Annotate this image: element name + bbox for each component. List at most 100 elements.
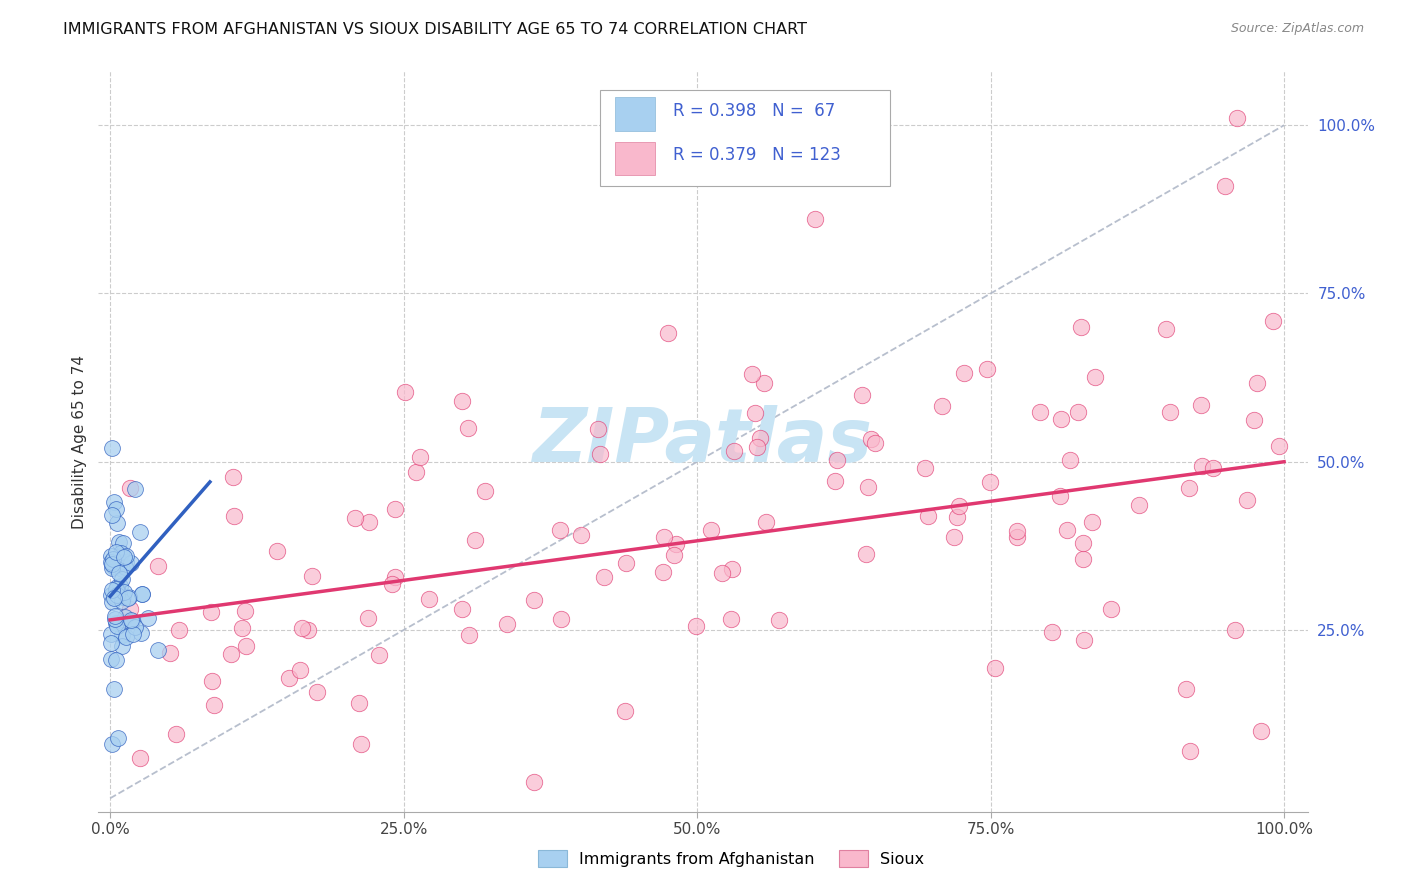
Point [685,619,707,633]
Point [201,673,224,688]
Legend: Immigrants from Afghanistan, Sioux: Immigrants from Afghanistan, Sioux [531,844,931,873]
Point [101,442,124,456]
Y-axis label: Disability Age 65 to 74: Disability Age 65 to 74 [72,354,87,529]
Point [291,621,314,635]
Point [418,591,440,606]
Point [1005,524,1028,538]
Point [167,624,190,638]
Point [235,639,257,653]
Point [108,579,131,593]
Point [111,639,134,653]
Point [100,626,122,640]
Point [741,367,763,381]
Point [200,605,222,619]
Point [115,549,138,563]
Point [589,447,612,461]
Point [288,663,311,677]
Point [1128,499,1150,513]
Point [1180,744,1202,758]
Point [952,366,974,380]
Point [105,516,128,530]
Point [523,775,546,789]
Point [948,500,970,514]
Point [103,682,125,697]
Point [1202,461,1225,475]
Point [824,474,846,488]
Point [120,613,142,627]
Point [112,535,135,549]
Point [136,610,159,624]
Point [100,549,122,563]
Point [803,212,825,227]
Point [124,619,146,633]
Point [710,566,733,580]
Point [571,528,593,542]
Point [474,483,496,498]
Text: ZIPatlas: ZIPatlas [533,405,873,478]
Point [1250,723,1272,738]
Point [111,572,134,586]
Point [100,555,122,569]
Point [129,751,152,765]
Point [118,481,141,495]
Point [1042,624,1064,639]
Point [1215,178,1237,193]
Point [111,562,134,576]
Point [112,549,135,564]
Point [1156,321,1178,335]
Point [745,440,768,454]
Point [297,623,319,637]
Point [721,562,744,576]
Point [946,510,969,524]
Point [662,548,685,562]
Point [723,444,745,458]
Point [103,558,125,573]
Point [1059,453,1081,467]
Point [457,420,479,434]
Point [131,586,153,600]
Point [550,612,572,626]
Point [855,547,877,561]
Point [1071,551,1094,566]
FancyBboxPatch shape [614,142,655,175]
Point [1174,681,1197,696]
Point [233,604,256,618]
Point [105,652,128,666]
Point [305,685,328,699]
Point [104,612,127,626]
Point [111,594,134,608]
Point [117,591,139,605]
Point [860,433,883,447]
Point [159,646,181,660]
Point [101,595,124,609]
Point [1084,370,1107,384]
Point [1178,481,1201,495]
Point [131,587,153,601]
Point [104,608,127,623]
Point [752,376,775,391]
Point [1099,601,1122,615]
Point [357,515,380,529]
Point [496,617,519,632]
Point [458,627,481,641]
Point [1243,413,1265,427]
Point [100,589,122,603]
Point [108,549,131,563]
Point [749,431,772,445]
Point [224,509,246,524]
Point [122,627,145,641]
Point [523,592,546,607]
Point [105,582,128,596]
FancyBboxPatch shape [614,97,655,130]
Point [1081,515,1104,529]
Point [124,482,146,496]
Point [755,516,778,530]
Point [118,602,141,616]
Point [384,570,406,584]
Point [1056,523,1078,537]
Point [593,570,616,584]
Point [111,628,134,642]
Point [114,609,136,624]
Point [450,602,472,616]
Point [1050,412,1073,426]
